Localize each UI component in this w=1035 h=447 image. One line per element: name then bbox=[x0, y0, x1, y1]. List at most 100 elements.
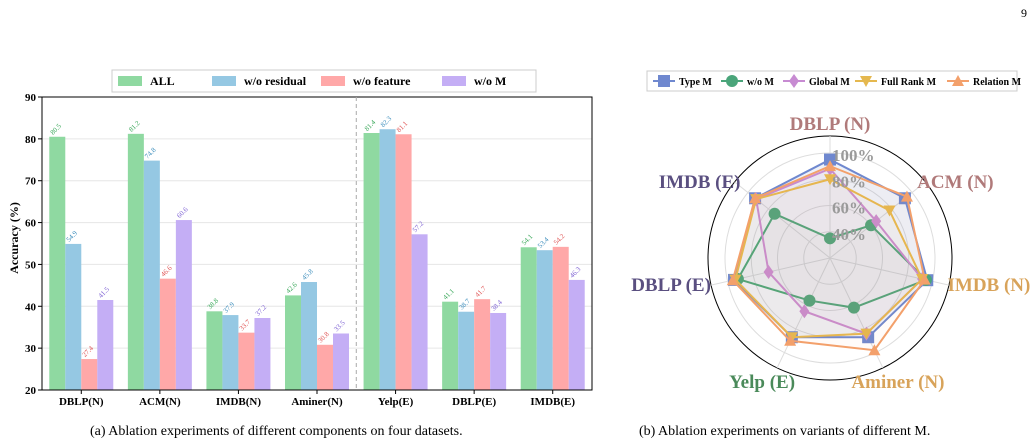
y-axis-title: Accuracy (%) bbox=[7, 202, 21, 274]
data-label: 45.8 bbox=[300, 267, 315, 282]
data-label: 38.7 bbox=[458, 297, 473, 312]
legend-swatch bbox=[118, 76, 142, 86]
data-label: 74.8 bbox=[143, 146, 158, 161]
bar bbox=[552, 246, 569, 390]
data-label: 54.1 bbox=[520, 232, 535, 247]
bar bbox=[442, 301, 459, 390]
x-tick-label: Yelp(E) bbox=[378, 396, 414, 408]
radar-ring-label: 60% bbox=[832, 199, 866, 218]
data-label: 33.5 bbox=[332, 319, 347, 334]
radar-marker bbox=[847, 301, 860, 314]
data-label: 60.6 bbox=[175, 205, 190, 220]
legend-label: Global M bbox=[809, 77, 850, 88]
data-label: 54.9 bbox=[65, 229, 80, 244]
radar-marker bbox=[799, 304, 810, 319]
x-tick-label: ACM(N) bbox=[139, 396, 181, 408]
data-label: 46.6 bbox=[159, 264, 174, 279]
radar-ring-label: 100% bbox=[832, 146, 875, 165]
bar bbox=[143, 160, 160, 390]
bar bbox=[536, 250, 553, 390]
bar bbox=[458, 311, 475, 390]
y-tick-label: 70 bbox=[25, 176, 37, 188]
radar-axis-label: IMDB (N) bbox=[948, 275, 1031, 296]
radar-marker bbox=[784, 334, 797, 346]
radar-marker bbox=[749, 192, 762, 204]
bar bbox=[520, 247, 537, 390]
legend-swatch bbox=[212, 76, 236, 86]
radar-marker bbox=[918, 273, 931, 285]
bar bbox=[395, 134, 412, 390]
bar bbox=[81, 359, 98, 390]
radar-axis-label: ACM (N) bbox=[917, 172, 994, 193]
caption-b: (b) Ablation experiments on variants of … bbox=[639, 424, 931, 439]
y-tick-label: 80 bbox=[25, 134, 37, 146]
data-label: 54.2 bbox=[552, 232, 567, 247]
legend-swatch bbox=[442, 76, 466, 86]
legend-label: w/o M bbox=[474, 74, 506, 88]
bar bbox=[379, 129, 396, 391]
bar bbox=[222, 315, 239, 390]
radar-marker bbox=[824, 174, 836, 186]
y-tick-label: 20 bbox=[25, 385, 37, 397]
radar-axis-label: DBLP (E) bbox=[631, 275, 711, 296]
radar-chart: 40% 60% 80% 100% DBLP (N) ACM (N) IMDB (N) Amin… bbox=[631, 70, 1031, 393]
bar bbox=[159, 278, 176, 390]
data-label: 82.3 bbox=[379, 114, 394, 129]
legend-label: ALL bbox=[150, 74, 175, 88]
radar-polygon bbox=[731, 165, 926, 352]
data-label: 80.5 bbox=[49, 122, 64, 137]
bar bbox=[317, 344, 333, 390]
bar bbox=[490, 312, 507, 390]
radar-marker bbox=[900, 190, 913, 202]
x-tick-label: DBLP(N) bbox=[59, 396, 104, 408]
caption-a: (a) Ablation experiments of different co… bbox=[90, 424, 463, 439]
radar-marker bbox=[860, 328, 873, 340]
bar bbox=[568, 279, 585, 390]
radar-axis-label: IMDB (E) bbox=[659, 172, 741, 193]
radar-marker bbox=[726, 75, 738, 87]
legend-label: w/o residual bbox=[244, 74, 307, 88]
radar-marker bbox=[789, 74, 799, 88]
y-tick-label: 60 bbox=[25, 218, 37, 230]
radar-marker bbox=[763, 265, 774, 280]
y-tick-label: 30 bbox=[25, 343, 37, 355]
radar-axis-label: Yelp (E) bbox=[729, 372, 795, 393]
y-tick-label: 90 bbox=[25, 92, 37, 104]
bar bbox=[65, 243, 82, 390]
bar bbox=[238, 332, 255, 390]
bar bbox=[363, 132, 380, 391]
data-label: 38.8 bbox=[206, 296, 221, 311]
bar bbox=[254, 318, 271, 390]
legend-label: Full Rank M bbox=[881, 77, 937, 88]
data-label: 81.2 bbox=[127, 119, 142, 134]
legend-swatch bbox=[321, 76, 345, 86]
x-tick-label: IMDB(N) bbox=[216, 396, 262, 408]
data-label: 41.7 bbox=[474, 284, 489, 299]
y-tick-label: 50 bbox=[25, 259, 37, 271]
radar-axis-label: Aminer (N) bbox=[851, 372, 944, 393]
data-label: 41.5 bbox=[97, 285, 112, 300]
bar bbox=[333, 333, 349, 390]
legend-label: Type M bbox=[679, 77, 712, 88]
data-label: 37.2 bbox=[254, 303, 269, 318]
x-tick-label: DBLP(E) bbox=[452, 396, 496, 408]
radar-marker bbox=[868, 344, 881, 356]
bar-chart: Accuracy (%) 80.5 54.9 27.4 41.5 81.274.8 46.… bbox=[7, 69, 593, 408]
data-label: 57.2 bbox=[411, 219, 426, 234]
radar-axis-label: DBLP (N) bbox=[790, 114, 871, 135]
radar-series-2 bbox=[751, 161, 928, 341]
data-label: 42.6 bbox=[284, 280, 299, 295]
radar-marker bbox=[883, 205, 896, 217]
data-label: 38.4 bbox=[490, 298, 505, 313]
data-label: 53.4 bbox=[536, 235, 551, 250]
radar-ring-label: 80% bbox=[832, 172, 866, 191]
legend-label: w/o M bbox=[747, 77, 775, 88]
bar bbox=[175, 220, 192, 390]
y-tick-label: 40 bbox=[25, 301, 37, 313]
bar bbox=[285, 295, 301, 390]
radar-series-4 bbox=[726, 160, 931, 356]
bar bbox=[97, 300, 114, 390]
bar bbox=[301, 282, 317, 390]
data-label: 41.1 bbox=[442, 287, 457, 302]
data-label: 81.1 bbox=[395, 119, 410, 134]
